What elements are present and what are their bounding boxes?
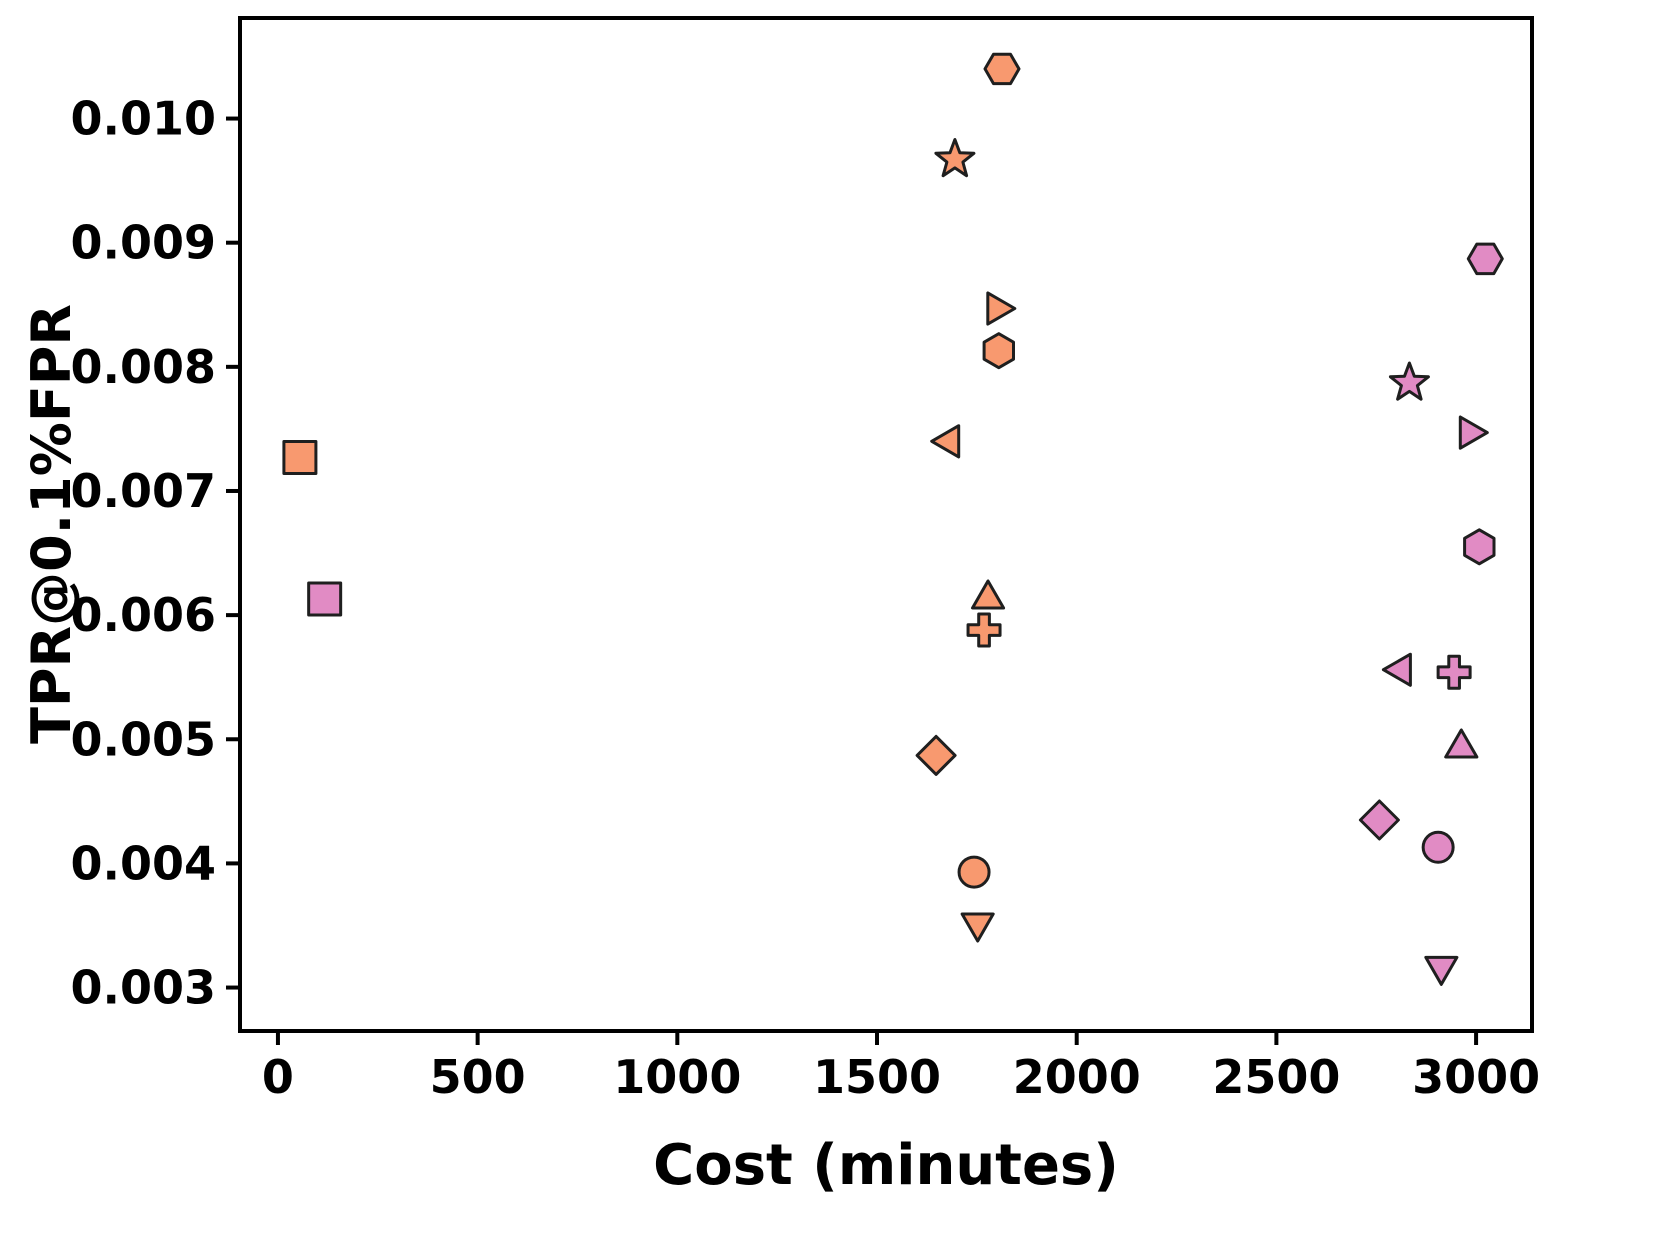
- marker-triangle-right: [986, 291, 1017, 326]
- marker-square: [307, 581, 343, 617]
- marker-circle: [1421, 830, 1455, 864]
- y-tick-label: 0.003: [70, 961, 216, 1015]
- y-tick-label: 0.008: [70, 340, 216, 394]
- x-tick-label: 0: [262, 1050, 294, 1104]
- marker-plus: [966, 612, 1002, 648]
- marker-triangle-right: [1458, 415, 1489, 450]
- marker-diamond: [915, 734, 957, 776]
- x-tick-label: 1000: [613, 1050, 741, 1104]
- marker-triangle-down: [1424, 955, 1459, 986]
- marker-triangle-down: [960, 912, 995, 943]
- plot-frame: [238, 16, 1534, 1033]
- x-tick-label: 500: [430, 1050, 526, 1104]
- marker-triangle-left: [1381, 652, 1412, 687]
- marker-triangle-up: [1444, 728, 1479, 759]
- marker-hexagon-point: [1463, 528, 1496, 566]
- marker-hexagon-point: [982, 332, 1015, 370]
- marker-triangle-up: [971, 579, 1006, 610]
- y-tick-label: 0.007: [70, 464, 216, 518]
- x-axis-label: Cost (minutes): [653, 1133, 1119, 1198]
- x-tick-label: 2500: [1212, 1050, 1340, 1104]
- marker-star: [1388, 361, 1430, 401]
- y-tick-label: 0.009: [70, 216, 216, 270]
- x-tick-label: 1500: [813, 1050, 941, 1104]
- marker-triangle-left: [930, 424, 961, 459]
- marker-star: [934, 138, 976, 178]
- x-tick-label: 3000: [1412, 1050, 1540, 1104]
- y-tick-label: 0.010: [70, 92, 216, 146]
- marker-diamond: [1358, 799, 1400, 841]
- y-tick-label: 0.004: [70, 836, 216, 890]
- marker-hexagon-flat: [983, 52, 1021, 86]
- marker-hexagon-flat: [1466, 242, 1504, 276]
- x-tick-label: 2000: [1013, 1050, 1141, 1104]
- y-tick-label: 0.005: [70, 712, 216, 766]
- y-tick-label: 0.006: [70, 588, 216, 642]
- y-axis-label: TPR@0.1%FPR: [20, 304, 83, 744]
- marker-plus: [1436, 654, 1472, 690]
- marker-square: [282, 439, 318, 475]
- marker-circle: [957, 855, 991, 889]
